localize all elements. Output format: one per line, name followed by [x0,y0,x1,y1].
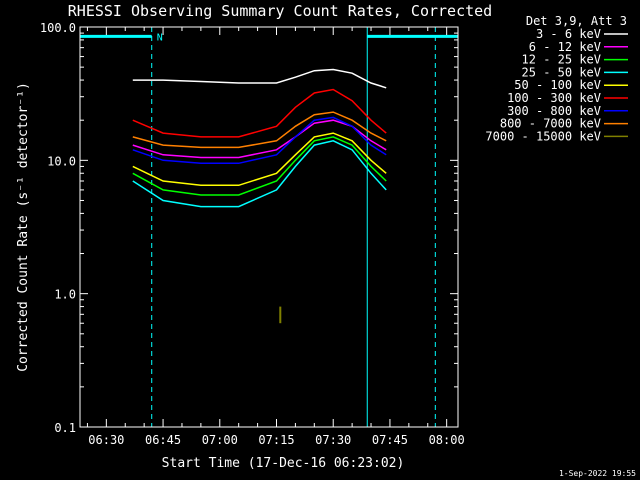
legend-entry-label: 100 - 300 keV [507,91,601,105]
timestamp: 1-Sep-2022 19:55 [559,469,636,478]
y-tick-label: 100.0 [40,21,76,35]
series-line [132,116,387,165]
legend-entry-label: 300 - 800 keV [507,104,601,118]
chart-title: RHESSI Observing Summary Count Rates, Co… [68,2,492,20]
legend-entry-label: 6 - 12 keV [529,40,601,54]
y-tick-label: 1.0 [54,288,76,302]
y-axis-label: Corrected Count Rate (s⁻¹ detector⁻¹) [16,82,31,372]
legend-entry-label: 7000 - 15000 keV [485,129,601,143]
x-axis-label: Start Time (17-Dec-16 06:23:02) [162,456,405,471]
series-line [132,68,387,89]
legend-entry-label: 3 - 6 keV [536,27,601,41]
x-axis: 06:30 06:45 07:00 07:15 07:30 07:45 08:00 [86,27,465,447]
legend-entry-label: 800 - 7000 keV [500,117,601,131]
x-tick-label: 07:45 [372,433,408,447]
legend-entry-label: 12 - 25 keV [522,53,601,67]
x-tick-label: 07:00 [202,433,238,447]
plot-frame [79,26,459,428]
series-line [132,140,387,208]
y-axis: 0.1 1.0 10.0 100.0 [40,21,458,435]
x-tick-label: 06:30 [88,433,124,447]
series-line [132,132,387,187]
x-tick-label: 07:30 [315,433,351,447]
x-tick-label: 08:00 [429,433,465,447]
series-line [132,111,387,149]
x-tick-label: 06:45 [145,433,181,447]
series-line [132,136,387,196]
series-layer [132,68,387,324]
marker-label: N [157,32,163,43]
x-tick-label: 07:15 [258,433,294,447]
series-line [132,88,387,138]
legend-header: Det 3,9, Att 3 [526,14,627,28]
legend-entry-label: 50 - 100 keV [514,78,601,92]
legend-entry-label: 25 - 50 keV [522,65,601,79]
y-tick-label: 10.0 [47,154,76,168]
y-tick-label: 0.1 [54,421,76,435]
